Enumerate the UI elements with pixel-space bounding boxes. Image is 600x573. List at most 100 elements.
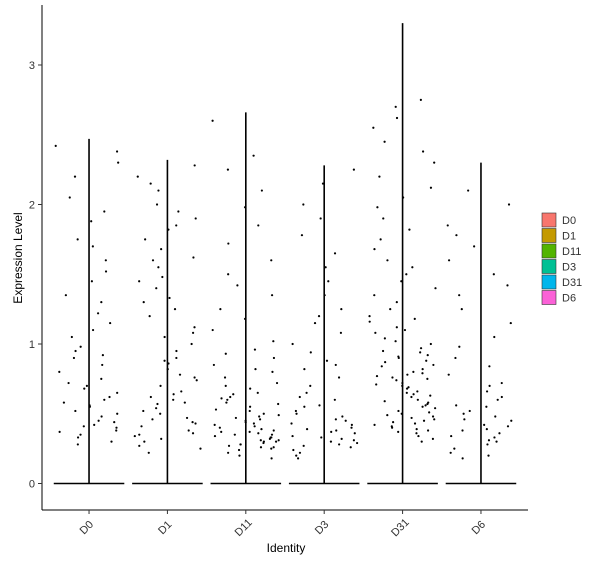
data-point: [500, 381, 503, 385]
data-point: [325, 359, 329, 362]
data-point: [270, 433, 274, 436]
data-point: [151, 259, 155, 262]
data-point: [433, 161, 436, 164]
data-point: [386, 259, 389, 262]
data-point: [214, 408, 218, 411]
data-point: [335, 429, 338, 432]
data-point: [449, 451, 452, 454]
data-point: [194, 422, 197, 425]
data-point: [211, 119, 214, 122]
data-point: [417, 434, 420, 438]
data-point: [506, 425, 510, 428]
data-point: [291, 434, 294, 438]
data-point: [391, 376, 394, 379]
data-point: [352, 168, 355, 171]
data-point: [270, 259, 273, 262]
data-point: [74, 349, 77, 353]
data-point: [426, 429, 430, 432]
data-point: [458, 345, 461, 348]
data-point: [295, 412, 298, 415]
data-point: [302, 203, 305, 206]
data-point: [157, 266, 160, 269]
data-point: [175, 349, 178, 353]
violin: [132, 159, 203, 485]
data-point: [272, 340, 275, 343]
data-point: [74, 409, 77, 413]
data-point: [223, 376, 227, 379]
legend-swatch: [541, 212, 557, 228]
data-point: [260, 189, 263, 192]
data-point: [163, 359, 166, 362]
data-point: [337, 376, 341, 379]
data-point: [407, 386, 410, 389]
legend-label: D6: [562, 293, 576, 305]
data-point: [394, 340, 397, 343]
data-point: [389, 308, 392, 311]
data-point: [410, 416, 413, 420]
data-point: [108, 395, 111, 399]
data-point: [384, 361, 387, 364]
y-tick-label: 1: [29, 339, 35, 351]
data-point: [259, 439, 262, 442]
data-point: [62, 401, 66, 404]
data-point: [144, 238, 147, 241]
data-point: [72, 356, 76, 360]
data-point: [419, 351, 422, 354]
data-point: [450, 434, 453, 438]
data-point: [142, 409, 145, 413]
data-point: [227, 242, 230, 245]
data-point: [422, 419, 426, 422]
data-point: [485, 390, 489, 393]
data-point: [199, 447, 202, 450]
data-point: [424, 404, 427, 407]
data-point: [148, 314, 151, 318]
data-point: [330, 430, 333, 433]
data-point: [416, 398, 419, 401]
data-point: [368, 314, 371, 318]
data-point: [372, 126, 375, 129]
data-point: [101, 354, 104, 357]
data-point: [373, 423, 376, 427]
data-point: [270, 294, 274, 297]
data-point: [159, 384, 162, 387]
data-point: [233, 433, 236, 436]
data-point: [270, 447, 273, 450]
data-point: [324, 266, 327, 269]
data-point: [277, 402, 280, 406]
data-point: [405, 391, 408, 394]
data-point: [237, 448, 241, 452]
data-point: [191, 432, 195, 435]
data-point: [116, 412, 119, 415]
data-point: [151, 418, 154, 421]
data-point: [277, 414, 280, 417]
data-point: [434, 287, 437, 290]
data-point: [415, 427, 418, 431]
data-point: [91, 245, 94, 248]
data-point: [143, 440, 146, 443]
data-point: [378, 175, 381, 178]
data-point: [485, 405, 488, 408]
data-point: [401, 384, 404, 387]
data-point: [58, 370, 61, 373]
data-point: [447, 259, 451, 262]
data-point: [320, 436, 323, 439]
data-point: [431, 415, 435, 418]
data-point: [413, 317, 416, 320]
data-point: [258, 415, 261, 418]
data-point: [416, 390, 419, 393]
data-point: [344, 419, 347, 422]
data-point: [213, 423, 216, 427]
data-point: [395, 326, 398, 329]
data-point: [187, 429, 190, 432]
data-point: [93, 423, 96, 427]
data-point: [340, 308, 343, 311]
data-point: [334, 418, 337, 421]
x-tick-label: D31: [389, 516, 412, 539]
data-point: [213, 434, 217, 438]
data-point: [334, 363, 337, 367]
data-point: [429, 342, 432, 346]
data-point: [455, 234, 458, 237]
data-point: [227, 444, 231, 447]
data-point: [248, 409, 251, 413]
